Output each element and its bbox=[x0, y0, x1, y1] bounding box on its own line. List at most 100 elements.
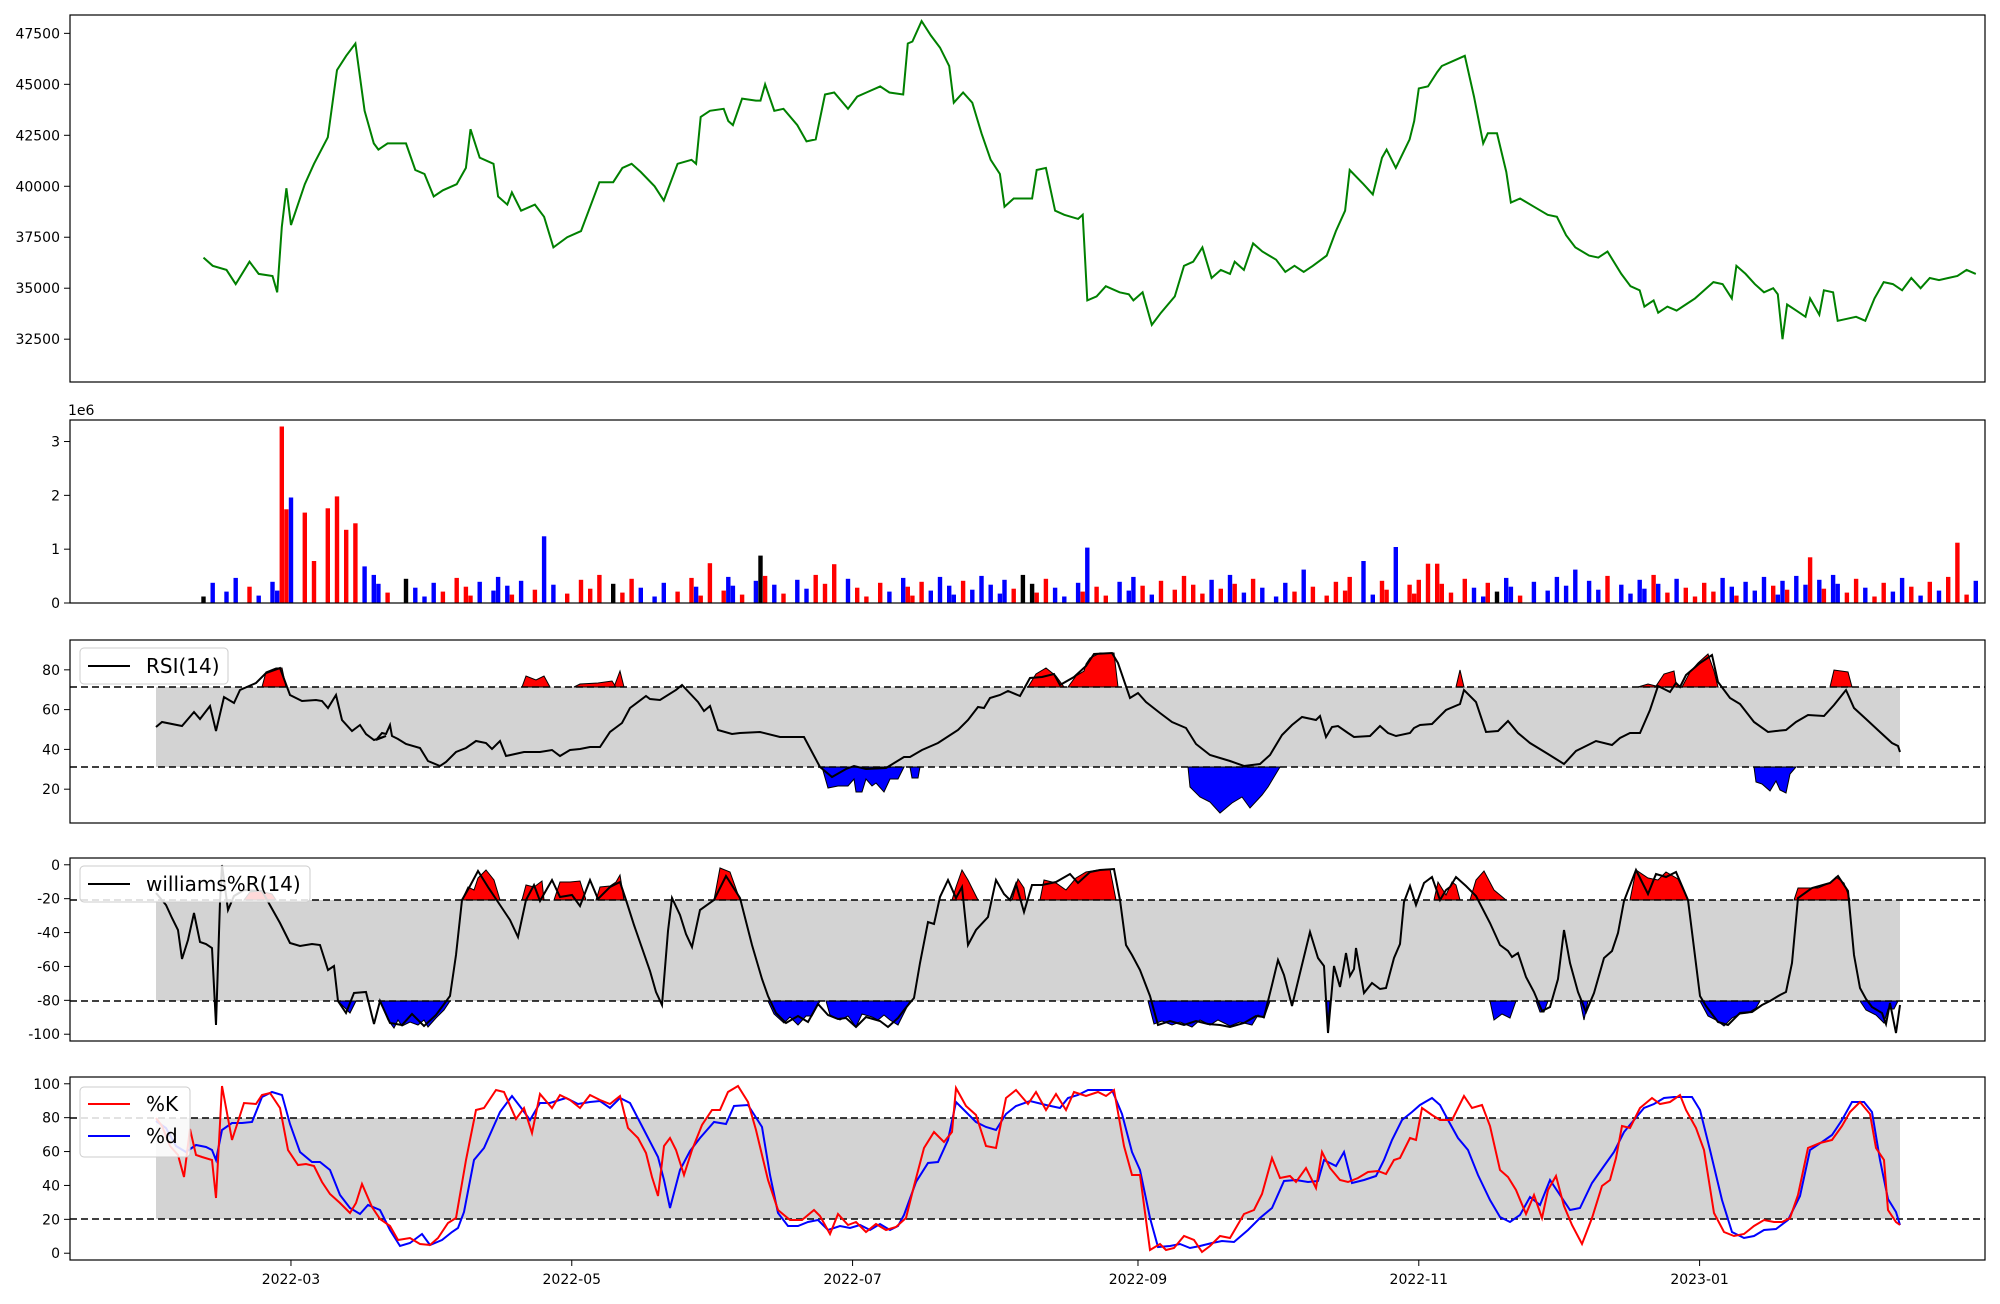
volume-bar bbox=[279, 426, 284, 603]
y-tick-label: -100 bbox=[28, 1027, 60, 1043]
williams-band bbox=[156, 900, 1900, 1001]
y-tick-label: 47500 bbox=[15, 26, 60, 42]
volume-bar bbox=[1075, 582, 1081, 603]
volume-bar bbox=[698, 595, 703, 603]
volume-bar bbox=[758, 555, 763, 603]
volume-bar bbox=[1292, 591, 1297, 603]
volume-bar bbox=[1384, 589, 1389, 603]
volume-bar bbox=[1191, 584, 1196, 603]
volume-bar bbox=[1181, 575, 1187, 603]
volume-bar bbox=[1665, 592, 1670, 603]
volume-bar bbox=[1011, 588, 1016, 603]
volume-bar bbox=[1439, 583, 1444, 603]
volume-panel: 1e6 0 1 2 3 bbox=[51, 403, 1986, 612]
volume-bar bbox=[376, 583, 381, 603]
volume-bar bbox=[1002, 579, 1007, 603]
stochastic-legend: %K %d bbox=[79, 1086, 191, 1158]
volume-bar bbox=[1573, 569, 1578, 603]
volume-bar bbox=[1370, 594, 1375, 603]
volume-bar bbox=[1250, 578, 1256, 603]
x-tick-label: 2023-01 bbox=[1670, 1272, 1729, 1288]
volume-bar bbox=[910, 595, 915, 603]
volume-bar bbox=[1586, 580, 1592, 603]
y-tick-label: 2 bbox=[51, 488, 60, 504]
volume-bar bbox=[371, 574, 376, 603]
rsi-line bbox=[155, 651, 1901, 779]
volume-bar bbox=[1899, 577, 1905, 603]
volume-bar bbox=[1131, 576, 1136, 603]
rsi-legend: RSI(14) bbox=[79, 647, 229, 685]
volume-bar bbox=[1637, 579, 1642, 603]
volume-bar bbox=[1342, 590, 1348, 603]
volume-bar bbox=[1034, 592, 1039, 603]
volume-bar bbox=[224, 591, 229, 603]
volume-bar bbox=[1103, 595, 1108, 603]
volume-bar bbox=[1729, 586, 1734, 603]
volume-bar bbox=[905, 586, 910, 603]
volume-bar bbox=[1794, 575, 1799, 603]
stochastic-d-legend-label: %d bbox=[146, 1124, 178, 1148]
volume-bar bbox=[1863, 587, 1868, 603]
volume-bar bbox=[1771, 585, 1776, 603]
volume-bar bbox=[1462, 578, 1467, 603]
volume-bar bbox=[1172, 589, 1177, 603]
volume-bar bbox=[1531, 581, 1537, 603]
volume-bar bbox=[1379, 580, 1385, 603]
volume-bar bbox=[1062, 596, 1067, 603]
y-tick-label: 37500 bbox=[15, 230, 60, 246]
volume-bar bbox=[997, 593, 1003, 603]
volume-bar bbox=[739, 594, 745, 603]
williams-legend: williams%R(14) bbox=[79, 865, 311, 903]
volume-bar bbox=[753, 580, 759, 603]
stochastic-d-line bbox=[155, 1089, 1901, 1250]
volume-bar bbox=[1324, 595, 1329, 603]
volume-bar bbox=[1200, 593, 1205, 603]
volume-bar bbox=[960, 580, 966, 603]
y-tick-label: 80 bbox=[42, 663, 60, 679]
y-tick-label: 32500 bbox=[15, 332, 60, 348]
y-tick-label: 20 bbox=[42, 782, 60, 798]
rsi-panel: 20 40 60 80 RSI(14) bbox=[42, 639, 1986, 824]
volume-bar bbox=[855, 587, 860, 603]
volume-bar bbox=[578, 579, 584, 603]
volume-bar bbox=[937, 576, 943, 603]
volume-bar bbox=[509, 594, 515, 603]
y-tick-label: 40000 bbox=[15, 179, 60, 195]
volume-bar bbox=[901, 577, 906, 603]
volume-bar bbox=[1702, 582, 1707, 603]
volume-bar bbox=[781, 593, 786, 603]
volume-bar bbox=[1310, 586, 1316, 603]
volume-bar bbox=[1955, 542, 1960, 603]
volume-bar bbox=[1628, 593, 1633, 603]
volume-bar bbox=[1504, 577, 1509, 603]
y-tick-label: -60 bbox=[37, 959, 60, 975]
volume-bar bbox=[505, 585, 510, 603]
volume-bar bbox=[689, 577, 694, 603]
volume-bar bbox=[721, 590, 726, 603]
volume-bar bbox=[201, 596, 206, 603]
date-x-axis: 2022-03 2022-05 2022-07 2022-09 2022-11 2023-… bbox=[262, 1260, 1729, 1288]
volume-bar bbox=[495, 576, 501, 603]
volume-bar bbox=[344, 529, 349, 603]
volume-bar bbox=[477, 581, 482, 603]
volume-bar bbox=[951, 594, 956, 603]
volume-bar bbox=[1927, 581, 1932, 603]
volume-bar bbox=[413, 587, 418, 603]
volume-bar bbox=[1563, 585, 1569, 603]
stochastic-y-axis: 0 20 40 60 80 100 bbox=[33, 1077, 70, 1262]
volume-bar bbox=[1844, 592, 1850, 603]
volume-bar bbox=[1393, 547, 1398, 603]
volume-bar bbox=[1619, 584, 1624, 603]
y-tick-label: 40 bbox=[42, 742, 60, 758]
volume-bar bbox=[832, 564, 837, 603]
x-tick-label: 2022-09 bbox=[1109, 1272, 1168, 1288]
volume-bar bbox=[1803, 584, 1808, 603]
volume-bar bbox=[463, 586, 469, 603]
volume-bar bbox=[1241, 592, 1247, 603]
volume-bar bbox=[1918, 595, 1923, 603]
volume-bar bbox=[661, 582, 666, 603]
volume-bar bbox=[629, 578, 634, 603]
volume-bar bbox=[1347, 576, 1352, 603]
volume-bar bbox=[1775, 594, 1780, 603]
